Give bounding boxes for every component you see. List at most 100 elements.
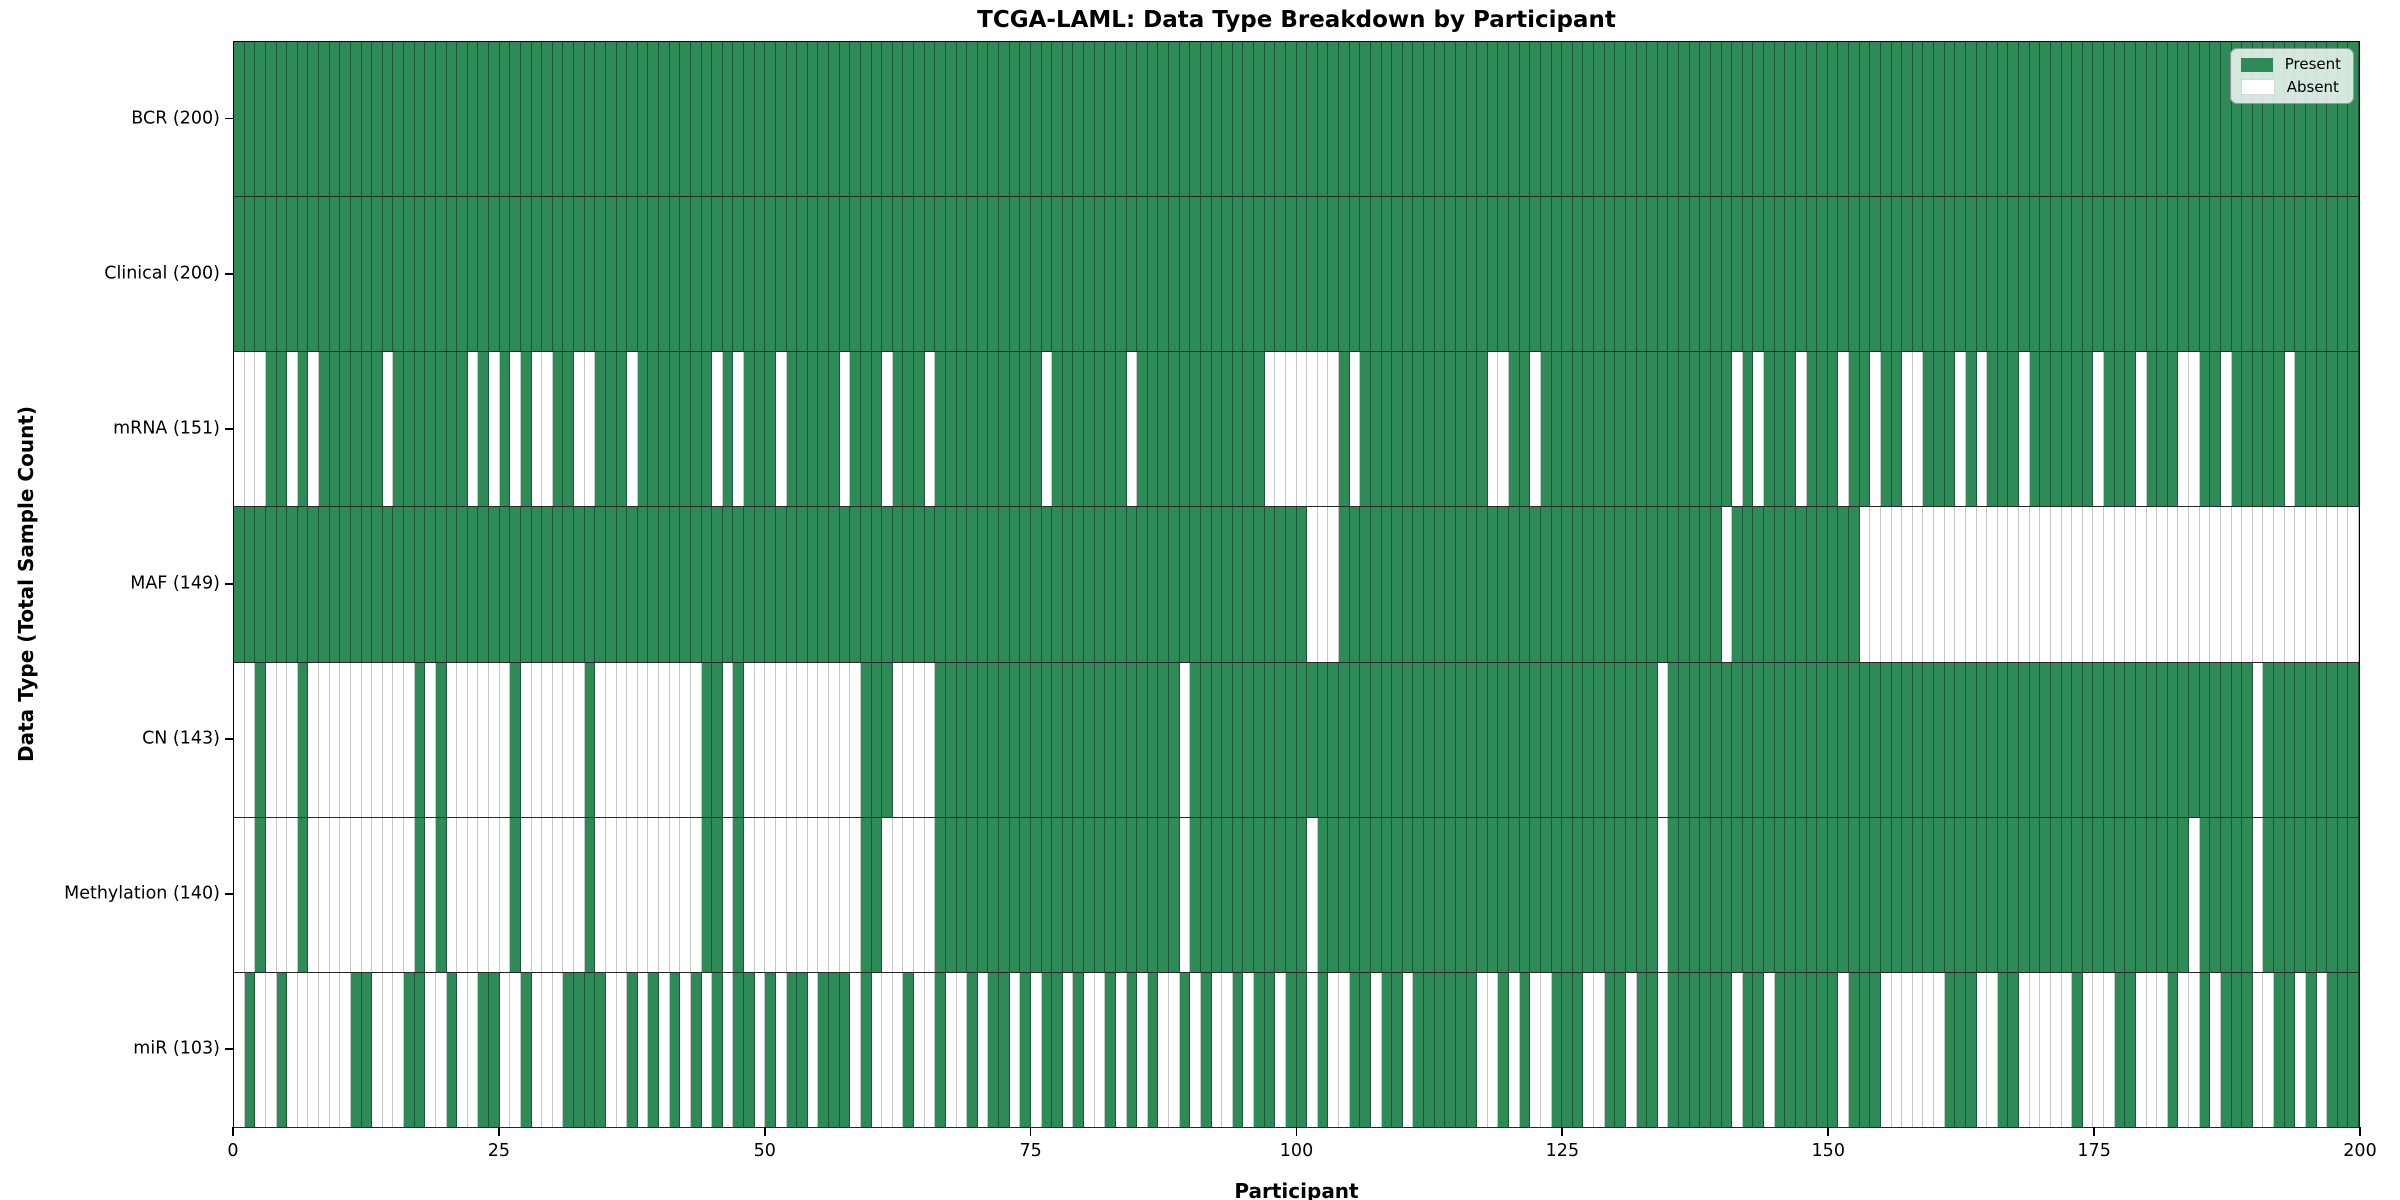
heatmap-cell xyxy=(956,507,968,662)
heatmap-cell xyxy=(818,662,829,817)
heatmap-cell xyxy=(2178,507,2189,662)
heatmap-cell xyxy=(1498,507,1509,662)
heatmap-cell xyxy=(1880,507,1892,662)
heatmap-cell xyxy=(1254,42,1265,197)
heatmap-cell xyxy=(829,197,840,352)
heatmap-cell xyxy=(669,662,681,817)
heatmap-cell xyxy=(435,817,447,972)
heatmap-cell xyxy=(563,352,574,507)
heatmap-cell xyxy=(850,817,861,972)
heatmap-cell xyxy=(1126,352,1138,507)
heatmap-cell xyxy=(499,42,511,197)
heatmap-cell xyxy=(1222,352,1233,507)
heatmap-cell xyxy=(765,352,776,507)
heatmap-cell xyxy=(1912,352,1924,507)
y-tick-label-MAF: MAF (149) xyxy=(130,573,220,594)
heatmap-cell xyxy=(1647,197,1658,352)
heatmap-cell xyxy=(967,972,978,1127)
heatmap-cell xyxy=(1923,507,1934,662)
heatmap-cell xyxy=(2157,352,2168,507)
heatmap-cell xyxy=(797,662,808,817)
y-tick-label-miR: miR (103) xyxy=(133,1038,220,1059)
heatmap-cell xyxy=(2189,42,2200,197)
heatmap-cell xyxy=(1073,197,1084,352)
heatmap-cell xyxy=(1445,507,1456,662)
heatmap-cell xyxy=(914,817,925,972)
heatmap-cell xyxy=(404,817,415,972)
heatmap-cell xyxy=(1381,662,1393,817)
heatmap-cell xyxy=(627,42,638,197)
heatmap-cell xyxy=(1955,197,1966,352)
heatmap-cell xyxy=(2252,972,2264,1127)
heatmap-cell xyxy=(2305,972,2317,1127)
heatmap-cell xyxy=(807,42,819,197)
heatmap-cell xyxy=(404,42,415,197)
heatmap-cell xyxy=(382,197,394,352)
heatmap-cell xyxy=(1285,662,1297,817)
heatmap-cell xyxy=(1870,42,1881,197)
heatmap-cell xyxy=(414,972,426,1127)
heatmap-cell xyxy=(1551,662,1563,817)
heatmap-cell xyxy=(977,817,989,972)
heatmap-cell xyxy=(393,817,404,972)
heatmap-cell xyxy=(1073,662,1084,817)
heatmap-cell xyxy=(1041,817,1053,972)
heatmap-cell xyxy=(1275,507,1286,662)
heatmap-cell xyxy=(1509,42,1520,197)
heatmap-cell xyxy=(1455,817,1467,972)
heatmap-cell xyxy=(775,352,787,507)
heatmap-cell xyxy=(903,817,914,972)
heatmap-cell xyxy=(1317,507,1329,662)
heatmap-cell xyxy=(1392,42,1403,197)
heatmap-cell xyxy=(2114,507,2126,662)
heatmap-cell xyxy=(2167,352,2179,507)
heatmap-cell xyxy=(595,662,606,817)
heatmap-cell xyxy=(2327,817,2338,972)
heatmap-cell xyxy=(1604,352,1616,507)
heatmap-cell xyxy=(1455,352,1467,507)
heatmap-cell xyxy=(1105,197,1116,352)
heatmap-cell xyxy=(2061,197,2073,352)
heatmap-cell xyxy=(2082,197,2094,352)
heatmap-cell xyxy=(2093,817,2104,972)
heatmap-cell xyxy=(1583,662,1594,817)
heatmap-cell xyxy=(1806,352,1818,507)
heatmap-cell xyxy=(956,662,968,817)
heatmap-cell xyxy=(425,662,436,817)
heatmap-cell xyxy=(1232,42,1244,197)
legend: Present Absent xyxy=(2229,48,2354,104)
heatmap-cell xyxy=(1052,972,1063,1127)
heatmap-cell xyxy=(244,507,256,662)
heatmap-cell xyxy=(542,507,553,662)
heatmap-cell xyxy=(2284,972,2296,1127)
heatmap-cell xyxy=(1413,972,1424,1127)
heatmap-cell xyxy=(892,662,904,817)
heatmap-cell xyxy=(1424,507,1435,662)
heatmap-cell xyxy=(1774,972,1786,1127)
heatmap-cell xyxy=(1381,352,1393,507)
heatmap-cell xyxy=(1976,507,1988,662)
heatmap-cell xyxy=(977,972,989,1127)
heatmap-cell xyxy=(1381,972,1393,1127)
heatmap-cell xyxy=(1062,352,1074,507)
heatmap-cell xyxy=(435,352,447,507)
heatmap-cell xyxy=(382,662,394,817)
heatmap-cell xyxy=(1009,507,1021,662)
heatmap-cell xyxy=(1615,197,1626,352)
heatmap-cell xyxy=(1594,197,1605,352)
heatmap-cell xyxy=(1243,352,1254,507)
heatmap-cell xyxy=(956,197,968,352)
heatmap-cell xyxy=(775,817,787,972)
heatmap-cell xyxy=(531,197,543,352)
heatmap-cell xyxy=(1689,662,1701,817)
heatmap-cell xyxy=(850,197,861,352)
heatmap-cell xyxy=(1965,817,1977,972)
heatmap-cell xyxy=(1785,662,1796,817)
heatmap-cell xyxy=(1647,507,1658,662)
heatmap-cell xyxy=(1455,42,1467,197)
heatmap-cell xyxy=(1222,662,1233,817)
heatmap-cell xyxy=(1052,662,1063,817)
heatmap-cell xyxy=(797,197,808,352)
heatmap-cell xyxy=(2050,507,2062,662)
